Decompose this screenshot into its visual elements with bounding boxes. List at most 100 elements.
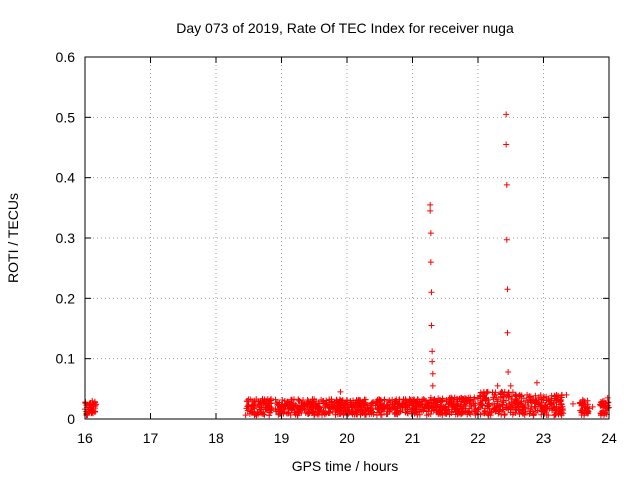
- y-tick-label: 0.5: [56, 109, 76, 125]
- dense-band-point: [283, 410, 290, 417]
- dense-band-point: [527, 397, 534, 404]
- dense-band-point: [515, 392, 522, 399]
- dense-band-point: [491, 400, 498, 407]
- dense-band-point: [393, 405, 400, 412]
- data-point: [484, 388, 491, 395]
- plot-frame: [84, 56, 610, 420]
- dense-band-point: [321, 400, 328, 407]
- dense-band-point: [500, 406, 507, 413]
- dense-band-point: [389, 401, 396, 408]
- data-point: [423, 400, 430, 407]
- dense-band-point: [484, 402, 491, 409]
- dense-band-point: [555, 406, 562, 413]
- data-point: [569, 400, 576, 407]
- dense-band-point: [505, 400, 512, 407]
- dense-band-point: [527, 406, 534, 413]
- dense-band-point: [538, 402, 545, 409]
- dense-band-point: [504, 392, 511, 399]
- dense-band-point: [531, 403, 538, 410]
- dense-band-point: [584, 401, 591, 408]
- data-point: [429, 358, 436, 365]
- dense-band-point: [534, 407, 541, 414]
- data-point: [245, 403, 252, 410]
- dense-band-point: [504, 405, 511, 412]
- dense-band-point: [378, 411, 385, 418]
- dense-band-point: [467, 411, 474, 418]
- y-tick-label: 0.4: [56, 170, 76, 186]
- dense-band-point: [267, 409, 274, 416]
- dense-band-point: [384, 410, 391, 417]
- dense-band-point: [410, 399, 417, 406]
- data-point: [553, 397, 560, 404]
- dense-band-point: [396, 396, 403, 403]
- dense-band-point: [249, 409, 256, 416]
- data-point: [504, 329, 511, 336]
- data-point: [389, 405, 396, 412]
- dense-band-point: [558, 394, 565, 401]
- dense-band-point: [459, 409, 466, 416]
- x-tick-label: 19: [274, 430, 290, 446]
- data-point: [304, 400, 311, 407]
- data-point: [86, 400, 93, 407]
- x-tick-label: 18: [208, 430, 224, 446]
- data-point: [399, 403, 406, 410]
- dense-band-point: [348, 408, 355, 415]
- x-axis-label: GPS time / hours: [292, 458, 399, 474]
- y-axis-label: ROTI / TECUs: [5, 193, 21, 283]
- data-point: [409, 406, 416, 413]
- dense-band-point: [279, 407, 286, 414]
- dense-band-point: [308, 409, 315, 416]
- dense-band-point: [359, 410, 366, 417]
- data-point: [448, 399, 455, 406]
- y-tick-label: 0.3: [56, 230, 76, 246]
- dense-band-point: [374, 404, 381, 411]
- dense-band-point: [402, 397, 409, 404]
- dense-band-point: [501, 412, 508, 419]
- dense-band-point: [361, 401, 368, 408]
- dense-band-point: [325, 409, 332, 416]
- data-point: [547, 400, 554, 407]
- x-tick-label: 16: [77, 430, 93, 446]
- dense-band-point: [483, 395, 490, 402]
- dense-band-point: [584, 410, 591, 417]
- dense-band-point: [244, 398, 251, 405]
- dense-band-point: [548, 397, 555, 404]
- data-point: [504, 286, 511, 293]
- x-tick-label: 23: [536, 430, 552, 446]
- dense-band-point: [449, 406, 456, 413]
- dense-band-point: [366, 411, 373, 418]
- dense-band-point: [358, 406, 365, 413]
- data-point: [85, 408, 92, 415]
- data-point: [314, 405, 321, 412]
- dense-band-point: [368, 406, 375, 413]
- dense-band-point: [519, 409, 526, 416]
- x-tick-label: 17: [143, 430, 159, 446]
- data-point: [428, 289, 435, 296]
- data-point: [599, 400, 606, 407]
- dense-band-point: [461, 401, 468, 408]
- dense-band-point: [428, 403, 435, 410]
- data-point: [478, 397, 485, 404]
- dense-band-point: [439, 407, 446, 414]
- dense-band-point: [482, 405, 489, 412]
- dense-band-point: [320, 400, 327, 407]
- data-point: [579, 397, 586, 404]
- data-point: [252, 400, 259, 407]
- dense-band-point: [443, 410, 450, 417]
- dense-band-point: [289, 396, 296, 403]
- dense-band-point: [552, 408, 559, 415]
- data-point: [324, 402, 331, 409]
- dense-band-point: [304, 410, 311, 417]
- data-point: [458, 394, 465, 401]
- data-point: [89, 397, 96, 404]
- dense-band-point: [425, 400, 432, 407]
- dense-band-point: [558, 401, 565, 408]
- data-point: [499, 397, 506, 404]
- dense-band-point: [520, 407, 527, 414]
- data-marks: [82, 111, 612, 419]
- y-tick-label: 0.1: [56, 351, 76, 367]
- dense-band-point: [497, 403, 504, 410]
- dense-band-point: [446, 411, 453, 418]
- dense-band-point: [507, 403, 514, 410]
- grid-lines: [85, 57, 609, 419]
